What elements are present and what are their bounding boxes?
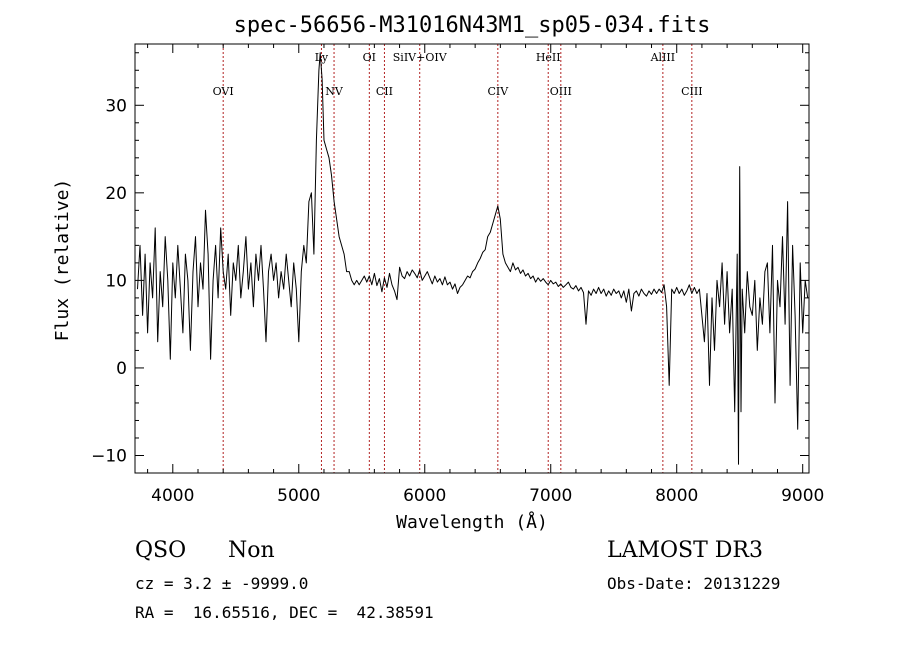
emission-label: CIII xyxy=(681,85,702,98)
y-axis-label: Flux (relative) xyxy=(52,179,73,342)
emission-label: Ly xyxy=(315,51,329,64)
emission-label: OIII xyxy=(550,85,572,98)
y-tick-label: 30 xyxy=(105,96,127,116)
spectrum-series xyxy=(137,52,809,465)
emission-label: NV xyxy=(325,85,344,98)
y-tick-label: 0 xyxy=(116,359,127,379)
emission-label: AlIII xyxy=(650,51,676,64)
emission-label: HeII xyxy=(536,51,561,64)
emission-label: OI xyxy=(363,51,376,64)
emission-line-markers: OVI Ly NV OI CII SiIV+OIV CIV HeII OIII AlIII CIII xyxy=(213,44,703,473)
emission-label: OVI xyxy=(213,85,234,98)
x-axis-label: Wavelength (Å) xyxy=(396,511,548,533)
emission-label: CII xyxy=(376,85,393,98)
spectrum-line xyxy=(137,52,809,465)
object-class: QSO xyxy=(135,538,187,563)
y-tick-label: 10 xyxy=(105,271,127,291)
x-tick-label: 7000 xyxy=(529,486,572,506)
plot-frame xyxy=(134,43,810,474)
chart-title: spec-56656-M31016N43M1_sp05-034.fits xyxy=(234,13,711,38)
emission-label: SiIV+OIV xyxy=(393,51,448,64)
redshift-line: cz = 3.2 ± -9999.0 xyxy=(135,574,309,593)
coordinates-line: RA = 16.65516, DEC = 42.38591 xyxy=(135,603,434,622)
y-tick-label: 20 xyxy=(105,184,127,204)
x-tick-label: 4000 xyxy=(151,486,194,506)
axes: 4000 5000 6000 7000 8000 9000 −10 0 10 20 30 xyxy=(91,44,824,506)
obs-date-line: Obs-Date: 20131229 xyxy=(607,574,781,593)
x-tick-label: 8000 xyxy=(655,486,698,506)
y-tick-label: −10 xyxy=(91,446,127,466)
x-tick-label: 5000 xyxy=(277,486,320,506)
survey-label: LAMOST DR3 xyxy=(607,538,763,563)
x-tick-label: 9000 xyxy=(781,486,824,506)
object-subclass: Non xyxy=(228,538,275,563)
spectrum-chart: spec-56656-M31016N43M1_sp05-034.fits OVI… xyxy=(52,13,824,533)
emission-label: CIV xyxy=(487,85,509,98)
x-tick-label: 6000 xyxy=(403,486,446,506)
